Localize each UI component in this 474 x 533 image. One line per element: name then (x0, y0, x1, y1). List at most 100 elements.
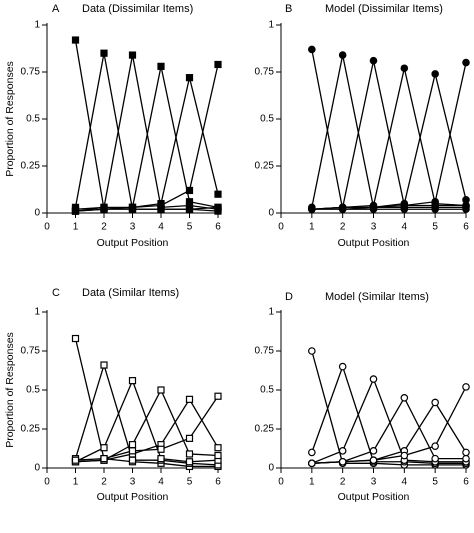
panel-letter: B (285, 3, 292, 15)
series-line-4 (75, 66, 219, 212)
y-axis-label: Proportion of Responses (4, 61, 16, 177)
data-point-series6-pos6 (462, 383, 470, 391)
series-line-6 (311, 386, 467, 464)
data-point-series6-pos6 (462, 58, 470, 67)
chart-panel-a: A Data (Dissimilar Items) 0 0.25 0.5 0.75 1 0 1 2… (4, 3, 222, 249)
chart-panel-d: D Model (Similar Items) 0 0.25 0.5 0.75 1 0 1 2 3 4… (255, 291, 470, 503)
series-line-1 (74, 338, 218, 468)
x-tick-label: 3 (371, 222, 377, 233)
data-point-series6-pos3 (128, 203, 137, 211)
data-point-series3-pos3 (369, 375, 378, 383)
x-tick-label: 5 (432, 477, 438, 488)
y-tick-label: 1 (268, 307, 274, 318)
x-tick-label: 2 (340, 477, 346, 488)
x-tick-label: 4 (402, 477, 408, 488)
x-tick-label: 1 (73, 477, 79, 488)
data-point-series3-pos3 (128, 51, 137, 59)
data-point-series6-pos5 (431, 197, 439, 206)
y-tick-label: 0.75 (21, 67, 41, 78)
y-tick-label: 0.5 (26, 114, 40, 125)
x-tick-label: 1 (309, 222, 315, 233)
data-point-series6-pos3 (369, 203, 378, 212)
y-tick-label: 0.75 (21, 346, 41, 357)
data-point-series4-pos6 (462, 454, 470, 463)
data-point-series2-pos2 (100, 361, 108, 369)
data-point-series6-pos4 (157, 445, 165, 453)
data-point-series2-pos2 (338, 362, 347, 371)
x-axis-label: Output Position (97, 491, 169, 503)
y-tick-label: 1 (34, 307, 40, 318)
chart-title: Data (Dissimilar Items) (82, 3, 193, 15)
data-point-series4-pos4 (400, 393, 409, 402)
series-line-6 (75, 64, 219, 212)
data-point-series6-pos4 (157, 201, 165, 210)
y-tick-label: 0.5 (260, 385, 274, 396)
y-tick-label: 1 (34, 20, 40, 31)
x-tick-label: 4 (402, 222, 408, 233)
data-point-series3-pos3 (369, 56, 378, 65)
x-tick-label: 0 (44, 477, 50, 488)
data-point-series6-pos1 (308, 459, 316, 468)
y-tick-label: 0 (34, 463, 40, 474)
data-point-series6-pos1 (71, 456, 80, 464)
data-point-series2-pos3 (128, 456, 137, 464)
data-point-series2-pos2 (338, 51, 347, 59)
data-point-series4-pos3 (369, 447, 378, 455)
x-tick-label: 2 (340, 222, 346, 233)
panel-letter: D (285, 291, 293, 303)
x-tick-label: 1 (73, 222, 79, 233)
data-point-series5-pos5 (431, 70, 439, 78)
series-line-1 (74, 39, 219, 212)
data-point-series5-pos6 (214, 190, 222, 198)
data-point-series4-pos5 (185, 198, 194, 206)
panel-letter: C (52, 287, 60, 299)
series-line-6 (75, 395, 219, 461)
y-tick-label: 0.75 (255, 67, 275, 78)
y-tick-label: 0.5 (260, 114, 274, 125)
series-line-3 (75, 378, 219, 463)
data-point-series5-pos5 (431, 398, 439, 407)
x-tick-label: 5 (432, 222, 438, 233)
x-tick-label: 0 (278, 222, 284, 233)
data-point-series6-pos2 (338, 457, 347, 466)
series-line-2 (74, 53, 219, 210)
data-point-series1-pos1 (71, 36, 80, 44)
data-point-series6-pos2 (100, 455, 108, 463)
series-line-2 (74, 362, 219, 466)
data-point-series6-pos4 (400, 451, 409, 460)
data-point-series4-pos6 (214, 203, 222, 211)
x-tick-label: 4 (158, 477, 164, 488)
y-tick-label: 0 (34, 208, 40, 219)
series-line-3 (75, 54, 219, 210)
data-point-series3-pos2 (100, 444, 108, 452)
x-tick-label: 2 (101, 222, 107, 233)
data-point-series5-pos5 (185, 74, 194, 82)
x-tick-label: 0 (44, 222, 50, 233)
x-tick-label: 3 (371, 477, 377, 488)
series-line-5 (75, 398, 219, 463)
data-point-series6-pos1 (71, 207, 80, 215)
x-tick-label: 5 (187, 222, 193, 233)
x-tick-label: 6 (463, 477, 469, 488)
chart-panel-b: B Model (Dissimilar Items) 0 0.25 0.5 0.75 1 0 1… (255, 3, 470, 249)
series-line-1 (311, 350, 466, 466)
x-tick-label: 1 (309, 477, 315, 488)
data-point-series6-pos5 (185, 434, 194, 442)
data-point-series3-pos2 (338, 447, 347, 455)
data-point-series3-pos5 (185, 458, 194, 466)
data-point-series6-pos3 (128, 447, 137, 455)
x-axis-label: Output Position (338, 237, 410, 249)
data-point-series4-pos4 (157, 62, 165, 70)
data-point-series5-pos6 (462, 448, 470, 457)
data-point-series4-pos5 (431, 454, 439, 463)
x-tick-label: 4 (158, 222, 164, 233)
x-axis-label: Output Position (338, 491, 410, 503)
y-tick-label: 0.25 (255, 424, 275, 435)
data-point-series5-pos6 (462, 196, 470, 204)
data-point-series3-pos4 (157, 455, 165, 463)
data-point-series1-pos1 (71, 334, 80, 343)
y-tick-label: 0.25 (255, 161, 275, 172)
data-point-series1-pos1 (308, 347, 316, 355)
y-tick-label: 0 (268, 463, 274, 474)
y-axis-label: Proportion of Responses (4, 332, 16, 448)
